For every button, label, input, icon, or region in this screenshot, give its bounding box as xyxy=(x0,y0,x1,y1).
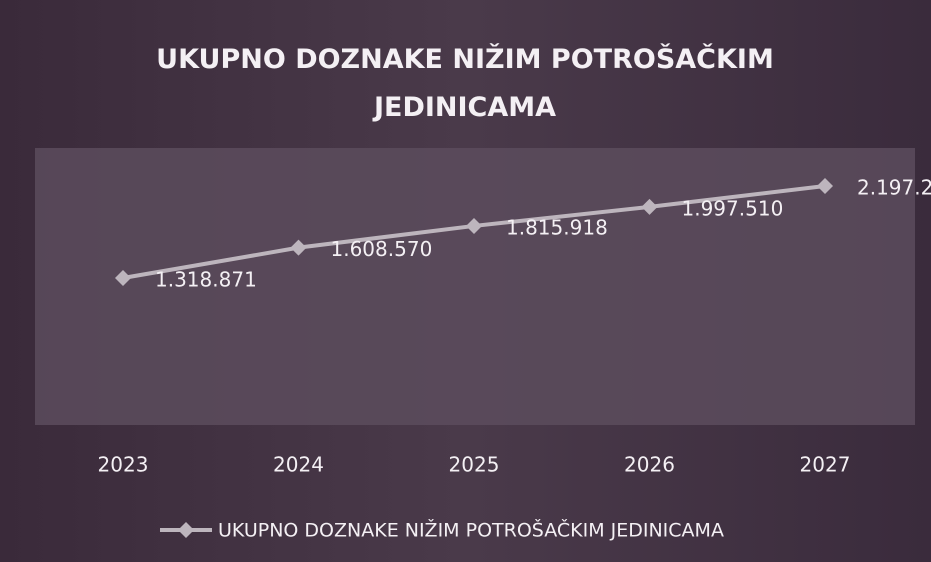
point-marker xyxy=(290,239,307,256)
point-marker xyxy=(641,198,658,215)
x-tick-label: 2027 xyxy=(800,453,851,477)
value-label: 1.608.570 xyxy=(331,237,433,261)
legend-marker xyxy=(178,522,194,538)
point-marker xyxy=(115,270,131,286)
legend-label: UKUPNO DOZNAKE NIŽIM POTROŠAČKIM JEDINIC… xyxy=(218,518,724,542)
value-label: 1.997.510 xyxy=(682,196,784,220)
value-label: 1.815.918 xyxy=(506,215,608,239)
x-tick-label: 2025 xyxy=(449,453,500,477)
x-tick-label: 2023 xyxy=(98,453,149,477)
x-tick-label: 2026 xyxy=(624,453,675,477)
value-label: 1.318.871 xyxy=(155,268,257,292)
chart-title: UKUPNO DOZNAKE NIŽIM POTROŠAČKIM JEDINIC… xyxy=(156,44,774,123)
point-marker xyxy=(817,178,833,194)
x-tick-label: 2024 xyxy=(273,453,324,477)
value-label: 2.197.261 xyxy=(857,176,931,200)
point-marker xyxy=(466,217,482,234)
